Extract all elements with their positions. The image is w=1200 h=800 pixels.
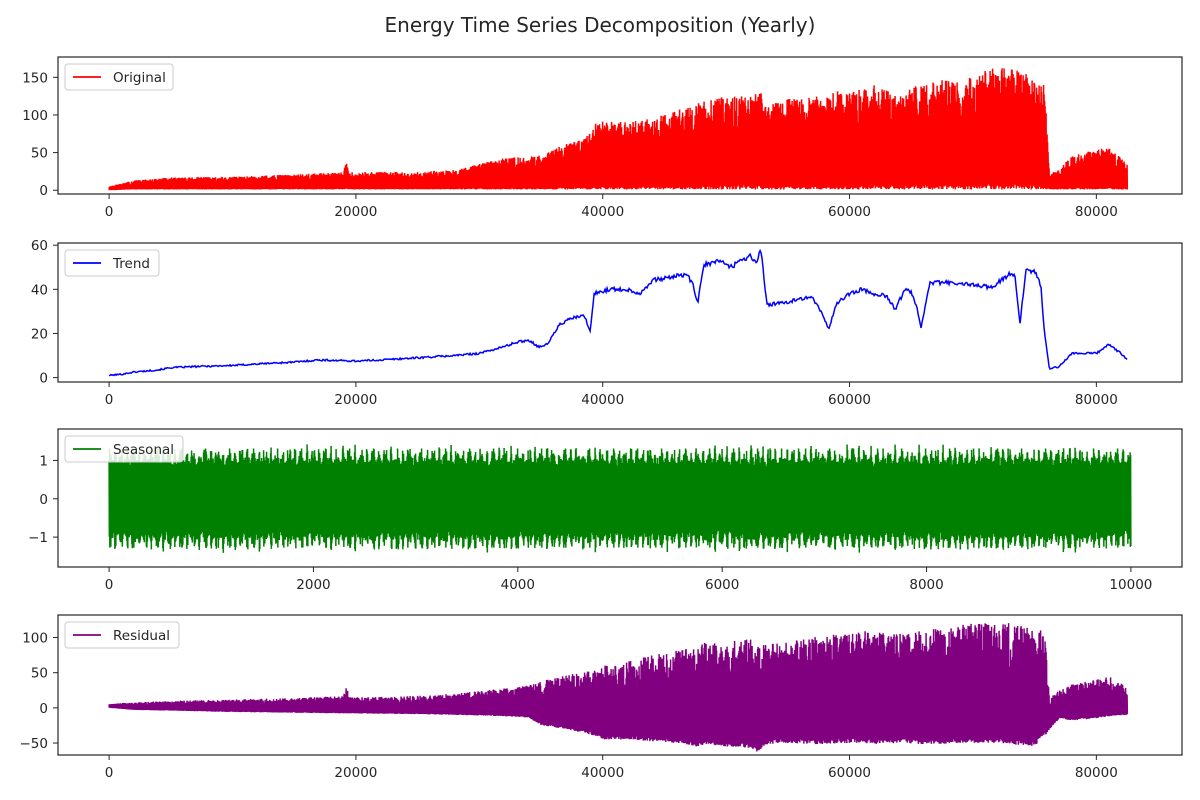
trend-legend-box (64, 249, 160, 277)
seasonal-legend: Seasonal (64, 435, 184, 463)
seasonal-xtick-label: 2000 (296, 577, 330, 593)
seasonal-xtick-label: 4000 (501, 577, 535, 593)
original-legend-box (64, 63, 174, 91)
trend-series (108, 248, 1128, 377)
original-xtick-label: 20000 (334, 204, 377, 220)
residual-legend: Residual (64, 621, 180, 649)
original-xtick-label: 40000 (581, 204, 624, 220)
figure-title: Energy Time Series Decomposition (Yearly… (385, 13, 816, 37)
residual-xtick-label: 40000 (581, 765, 624, 781)
trend-axes-frame (57, 242, 1183, 383)
original-series (108, 68, 1129, 191)
residual-legend-box (64, 621, 180, 649)
seasonal-ytick-label: 0 (39, 492, 48, 508)
trend-xtick-label: 60000 (828, 392, 871, 408)
original-axes-frame (57, 56, 1183, 195)
seasonal-xtick-label: 10000 (1109, 577, 1152, 593)
trend-xtick-label: 40000 (581, 392, 624, 408)
original-panel: 0 20000 40000 60000 80000 0 50 100 150 Original (22, 56, 1183, 220)
residual-xtick-label: 80000 (1075, 765, 1118, 781)
seasonal-panel: 0 2000 4000 6000 8000 10000 −1 0 1 Seasonal (28, 428, 1183, 593)
original-ytick-label: 150 (22, 70, 48, 86)
original-ytick-label: 100 (22, 108, 48, 124)
original-ytick-label: 0 (39, 183, 48, 199)
original-xtick-label: 60000 (828, 204, 871, 220)
residual-line (108, 623, 1129, 752)
seasonal-xtick-label: 8000 (909, 577, 943, 593)
residual-ytick-label: 0 (39, 701, 48, 717)
seasonal-legend-label: Seasonal (113, 442, 174, 458)
trend-ytick-label: 40 (31, 282, 48, 298)
trend-ytick-label: 20 (31, 326, 48, 342)
trend-xtick-label: 20000 (334, 392, 377, 408)
original-legend-label: Original (113, 70, 166, 86)
trend-xtick-label: 0 (105, 392, 114, 408)
seasonal-xtick-label: 0 (105, 577, 114, 593)
residual-panel: 0 20000 40000 60000 80000 −50 0 50 100 Residual (20, 614, 1183, 781)
original-legend: Original (64, 63, 174, 91)
seasonal-legend-box (64, 435, 184, 463)
residual-ytick-label: 100 (22, 631, 48, 647)
trend-xtick-label: 80000 (1075, 392, 1118, 408)
residual-xtick-label: 20000 (334, 765, 377, 781)
original-xtick-label: 80000 (1075, 204, 1118, 220)
original-line (108, 68, 1129, 191)
residual-axes-frame (57, 614, 1183, 756)
original-xtick-label: 0 (105, 204, 114, 220)
seasonal-line (108, 444, 1132, 553)
residual-ytick-label: −50 (20, 736, 49, 752)
trend-ytick-label: 0 (39, 371, 48, 387)
trend-ytick-label: 60 (31, 238, 48, 254)
trend-legend-label: Trend (112, 256, 150, 272)
residual-xtick-label: 60000 (828, 765, 871, 781)
residual-legend-label: Residual (113, 628, 170, 644)
residual-xtick-label: 0 (105, 765, 114, 781)
seasonal-xtick-label: 6000 (705, 577, 739, 593)
residual-series (108, 623, 1129, 752)
seasonal-ytick-label: −1 (28, 530, 48, 546)
trend-panel: 0 20000 40000 60000 80000 0 20 40 60 Trend (31, 238, 1183, 408)
seasonal-ytick-label: 1 (39, 453, 48, 469)
seasonal-series (108, 444, 1132, 553)
seasonal-axes-frame (57, 428, 1183, 568)
original-ytick-label: 50 (31, 146, 48, 162)
trend-legend: Trend (64, 249, 160, 277)
residual-ytick-label: 50 (31, 666, 48, 682)
trend-line (108, 248, 1128, 377)
